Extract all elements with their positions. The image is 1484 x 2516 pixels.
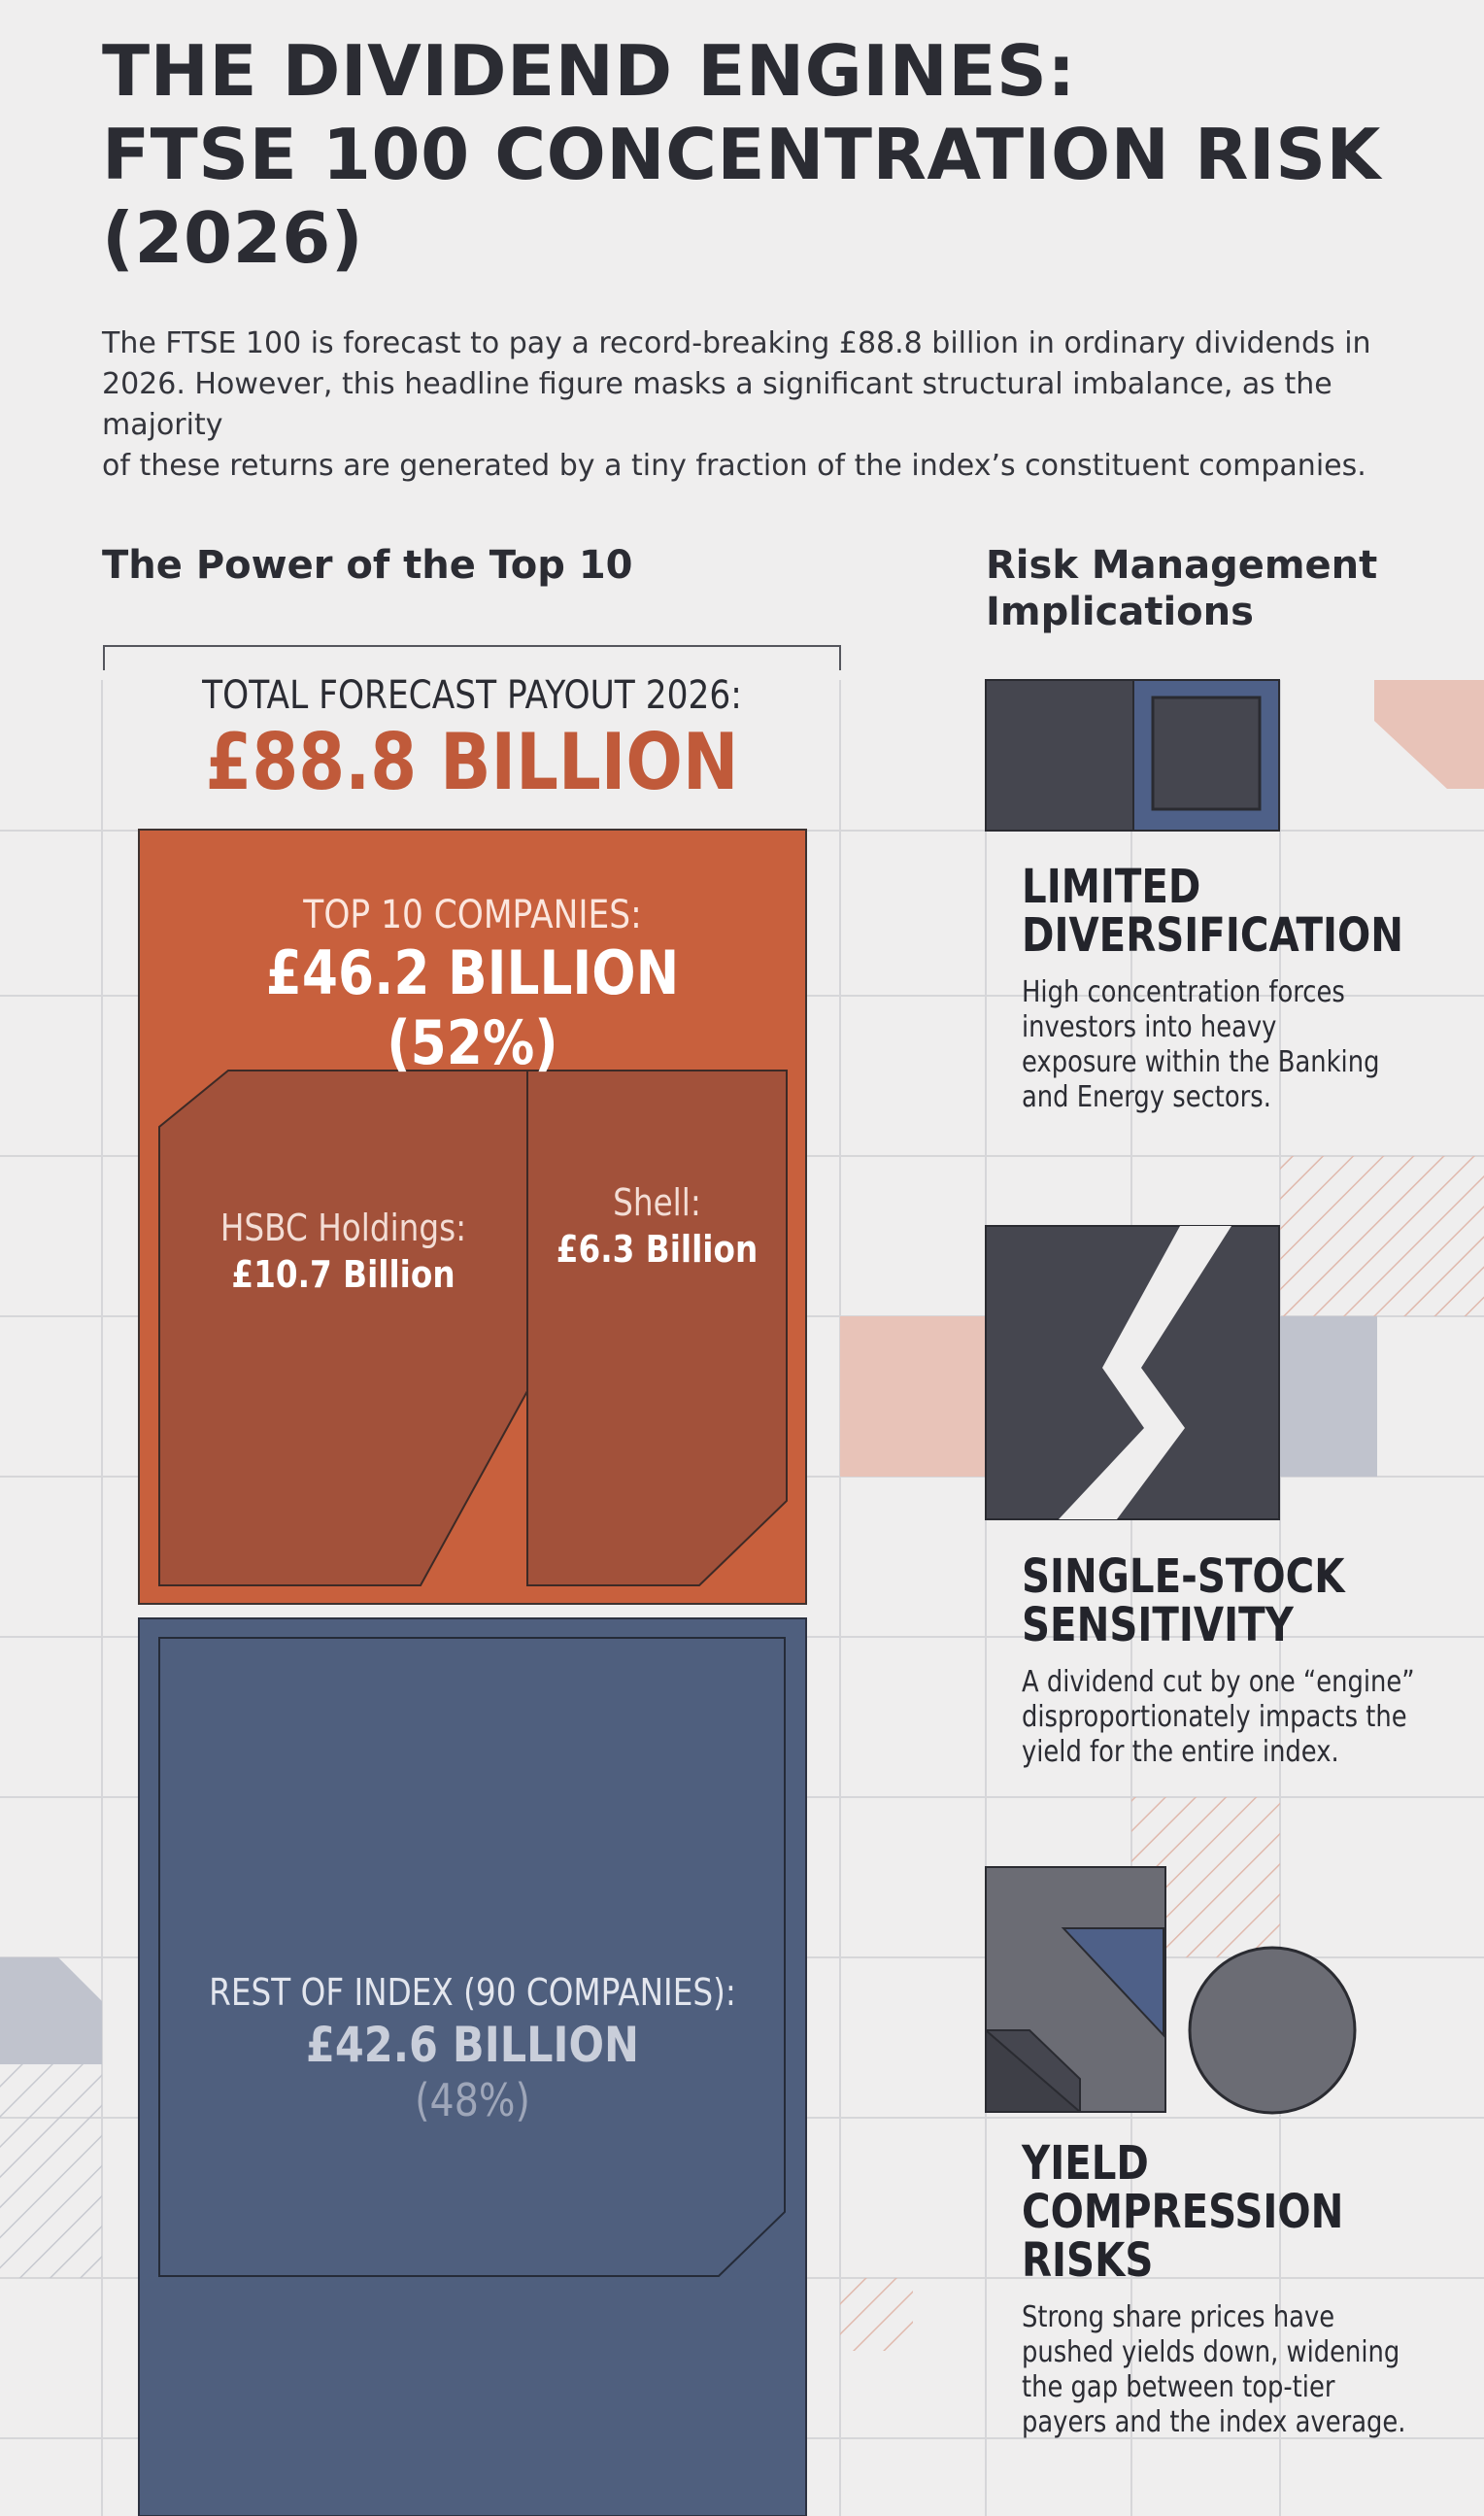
risk-desc-line: Strong share prices have — [1022, 2300, 1335, 2334]
rest-label: REST OF INDEX (90 COMPANIES): — [209, 1971, 736, 2014]
broken-block-icon — [985, 1225, 1280, 1520]
risk-title: SINGLE-STOCK SENSITIVITY — [1022, 1552, 1405, 1649]
risk-desc-line: pushed yields down, widening — [1022, 2335, 1400, 2369]
shapes-compression-icon — [985, 1866, 1357, 2115]
risk-description: A dividend cut by one “engine” dispropor… — [1022, 1665, 1415, 1770]
shell-box — [526, 1070, 788, 1586]
rest-box — [138, 1617, 807, 2516]
risk-title-line: YIELD — [1022, 2136, 1149, 2191]
risk-title-line: SINGLE-STOCK — [1022, 1549, 1345, 1604]
top10-label: TOP 10 COMPANIES: — [303, 893, 642, 937]
left-section-heading: The Power of the Top 10 — [102, 543, 633, 588]
page-title: THE DIVIDEND ENGINES: FTSE 100 CONCENTRA… — [102, 29, 1442, 280]
risk-desc-line: and Energy sectors. — [1022, 1080, 1271, 1114]
risk-title-line: DIVERSIFICATION — [1022, 908, 1404, 963]
risk-description: High concentration forces investors into… — [1022, 975, 1412, 1115]
risk-desc-line: yield for the entire index. — [1022, 1735, 1339, 1769]
hsbc-label: HSBC Holdings: — [219, 1207, 467, 1249]
nested-squares-icon — [985, 679, 1280, 832]
risk-title-line: SENSITIVITY — [1022, 1598, 1294, 1652]
top10-text: TOP 10 COMPANIES: £46.2 BILLION (52%) — [139, 892, 806, 1078]
right-heading-line: Risk Management — [986, 543, 1378, 588]
risk-card-yield-compression: YIELD COMPRESSION RISKS Strong share pri… — [1022, 2139, 1468, 2440]
rest-percent: (48%) — [415, 2074, 530, 2126]
risk-title: LIMITED DIVERSIFICATION — [1022, 863, 1403, 960]
total-payout: TOTAL FORECAST PAYOUT 2026: £88.8 BILLIO… — [104, 672, 840, 806]
right-section-heading: Risk Management Implications — [986, 542, 1377, 635]
shell-label: Shell: — [613, 1181, 701, 1224]
title-line: THE DIVIDEND ENGINES: — [102, 30, 1076, 112]
risk-desc-line: disproportionately impacts the — [1022, 1700, 1407, 1734]
risk-title-line: LIMITED — [1022, 860, 1201, 914]
risk-card-limited-diversification: LIMITED DIVERSIFICATION High concentrati… — [1022, 863, 1476, 1115]
rest-inner-frame — [158, 1637, 786, 2277]
risk-card-single-stock-sensitivity: SINGLE-STOCK SENSITIVITY A dividend cut … — [1022, 1552, 1479, 1770]
risk-desc-line: A dividend cut by one “engine” — [1022, 1665, 1415, 1699]
shell-text: Shell: £6.3 Billion — [527, 1179, 787, 1273]
risk-title-line: RISKS — [1022, 2233, 1154, 2288]
risk-desc-line: exposure within the Banking — [1022, 1045, 1380, 1079]
hsbc-value: £10.7 Billion — [231, 1253, 455, 1296]
risk-title-line: COMPRESSION — [1022, 2185, 1344, 2239]
total-payout-label: TOTAL FORECAST PAYOUT 2026: — [202, 673, 742, 718]
risk-desc-line: investors into heavy — [1022, 1010, 1277, 1044]
risk-desc-line: High concentration forces — [1022, 975, 1345, 1009]
top10-value: £46.2 BILLION (52%) — [265, 937, 680, 1078]
title-line: FTSE 100 CONCENTRATION RISK — [102, 114, 1381, 195]
intro-line: The FTSE 100 is forecast to pay a record… — [102, 326, 1371, 360]
rest-text: REST OF INDEX (90 COMPANIES): £42.6 BILL… — [139, 1969, 806, 2126]
shell-value: £6.3 Billion — [556, 1228, 759, 1271]
intro-paragraph: The FTSE 100 is forecast to pay a record… — [102, 323, 1413, 487]
risk-description: Strong share prices have pushed yields d… — [1022, 2300, 1405, 2440]
total-frame — [103, 645, 841, 670]
risk-desc-line: payers and the index average. — [1022, 2405, 1406, 2439]
title-line: (2026) — [102, 197, 364, 279]
risk-desc-line: the gap between top-tier — [1022, 2370, 1335, 2404]
intro-line: of these returns are generated by a tiny… — [102, 449, 1366, 483]
hsbc-text: HSBC Holdings: £10.7 Billion — [159, 1205, 527, 1298]
risk-title: YIELD COMPRESSION RISKS — [1022, 2139, 1397, 2285]
rest-value: £42.6 BILLION — [305, 2017, 640, 2073]
right-heading-line: Implications — [986, 590, 1254, 634]
intro-line: 2026. However, this headline figure mask… — [102, 367, 1332, 442]
total-payout-value: £88.8 BILLION — [205, 717, 739, 807]
